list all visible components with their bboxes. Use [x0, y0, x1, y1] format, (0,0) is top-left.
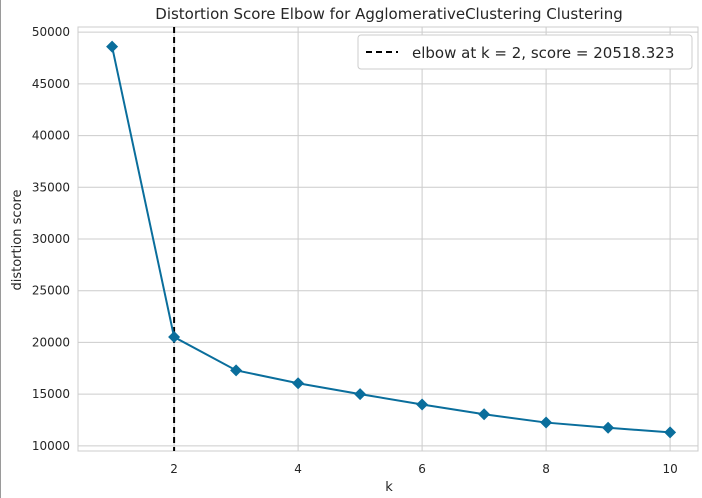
x-tick-label: 2: [170, 462, 178, 476]
x-tick-label: 6: [418, 462, 426, 476]
y-tick-label: 30000: [32, 232, 70, 246]
x-axis-label: k: [385, 480, 393, 495]
series-line: [111, 46, 671, 434]
data-point-k1: [106, 40, 119, 53]
legend-label: elbow at k = 2, score = 20518.323: [412, 44, 674, 62]
chart-title: Distortion Score Elbow for Agglomerative…: [155, 5, 622, 23]
y-tick-label: 15000: [32, 387, 70, 401]
x-tick-label: 8: [542, 462, 550, 476]
y-tick-label: 50000: [32, 25, 70, 39]
data-point-k4: [292, 377, 305, 390]
data-point-k9: [602, 421, 615, 434]
data-point-k7: [478, 408, 491, 421]
y-tick-label: 20000: [32, 335, 70, 349]
y-tick-label: 35000: [32, 180, 70, 194]
window-edge: [0, 0, 1, 498]
data-point-k5: [354, 388, 367, 401]
data-markers: [106, 40, 677, 439]
x-tick-label: 10: [662, 462, 677, 476]
data-point-k2: [168, 331, 181, 344]
legend: elbow at k = 2, score = 20518.323: [357, 34, 693, 70]
legend-box: [357, 34, 693, 70]
y-tick-label: 25000: [32, 284, 70, 298]
x-tick-label: 4: [294, 462, 302, 476]
data-point-k6: [416, 398, 429, 411]
y-tick-label: 40000: [32, 129, 70, 143]
y-tick-label: 10000: [32, 439, 70, 453]
data-point-k8: [540, 416, 553, 429]
data-point-k3: [230, 364, 243, 377]
x-tick-labels: 2 4 6 8 10: [170, 462, 677, 476]
y-axis-label: distortion score: [10, 190, 25, 291]
data-point-k10: [664, 426, 677, 439]
y-tick-label: 45000: [32, 77, 70, 91]
y-tick-labels: 10000 15000 20000 25000 30000 35000 40000 45000…: [32, 25, 70, 453]
